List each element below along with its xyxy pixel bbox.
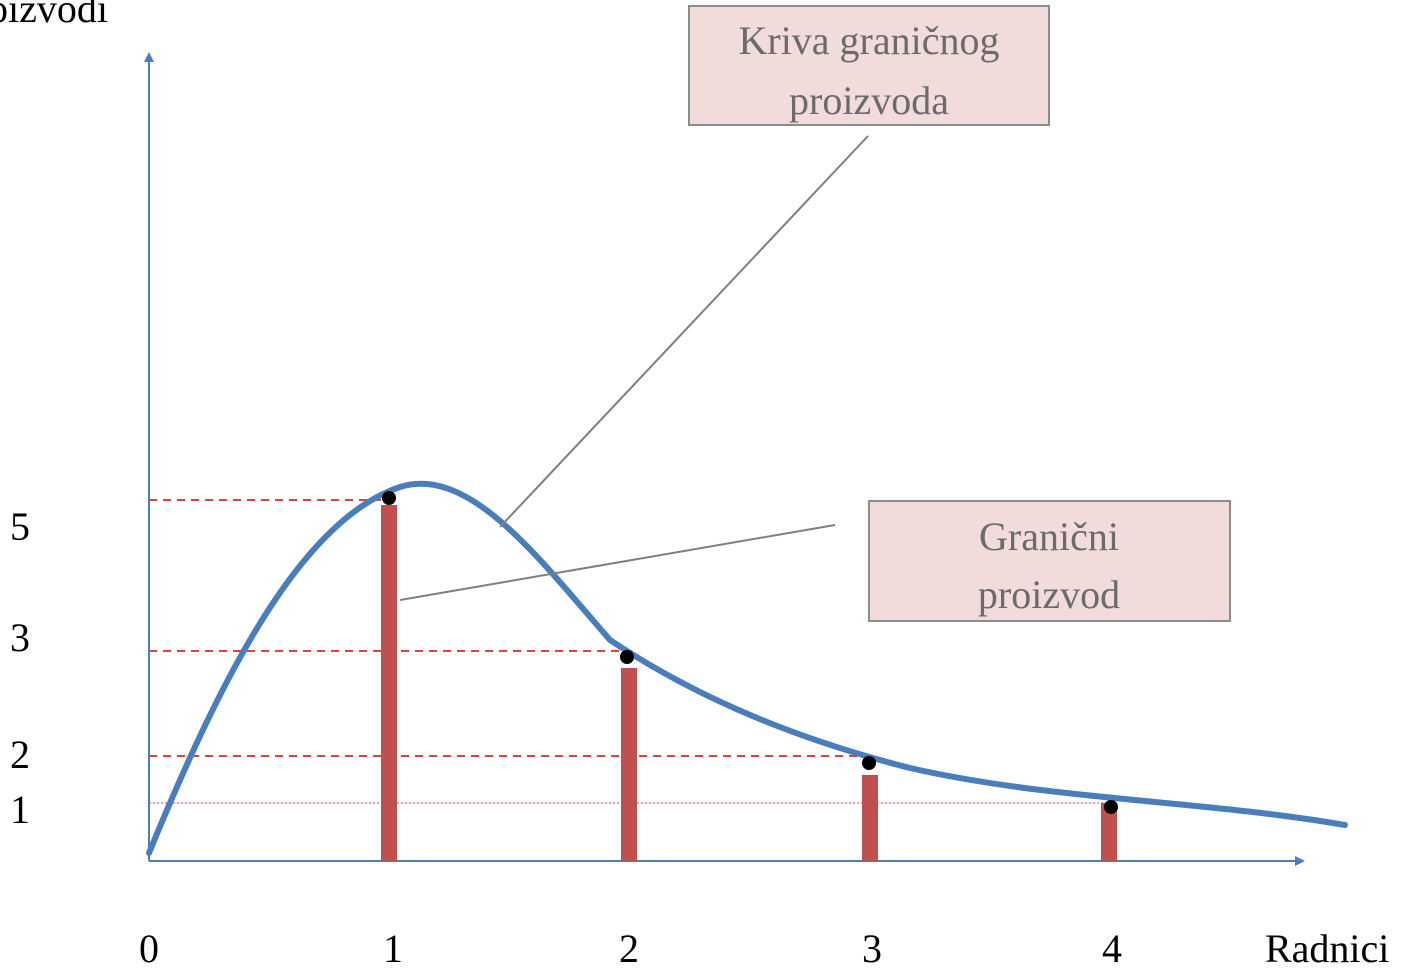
bar (621, 668, 637, 861)
data-point (620, 650, 634, 664)
callout-curve-line1: Kriva graničnog (738, 18, 999, 63)
y-tick-label: 1 (10, 787, 30, 832)
x-tick-label: 1 (383, 926, 403, 970)
x-tick-label: 4 (1102, 926, 1122, 970)
callout-curve-leader (499, 135, 869, 528)
y-tick-labels: 1 2 3 5 (10, 504, 30, 832)
y-tick-label: 2 (10, 732, 30, 777)
callout-bar-leader (399, 524, 836, 601)
x-tick-labels: 0 1 2 3 4 (139, 926, 1122, 970)
x-axis-label: Radnici (1265, 926, 1389, 970)
callout-curve-line2: proizvoda (789, 78, 949, 123)
data-point (1104, 800, 1118, 814)
point-group (382, 491, 1118, 814)
callout-bar-line2: proizvod (978, 572, 1120, 617)
y-tick-label: 3 (10, 615, 30, 660)
x-tick-label: 2 (619, 926, 639, 970)
bar-group (381, 505, 1117, 861)
x-tick-label: 0 (139, 926, 159, 970)
callout-bar-box (868, 500, 1231, 622)
data-point (862, 756, 876, 770)
data-point (382, 491, 396, 505)
y-axis-label: oizvodi (0, 0, 108, 31)
y-tick-label: 5 (10, 504, 30, 549)
callout-curve-box (688, 5, 1050, 126)
bar (381, 505, 397, 861)
x-tick-label: 3 (862, 926, 882, 970)
marginal-product-curve (146, 480, 1348, 856)
bar (1101, 803, 1117, 861)
bar (862, 775, 878, 861)
callout-bar-line1: Granični (979, 514, 1119, 559)
